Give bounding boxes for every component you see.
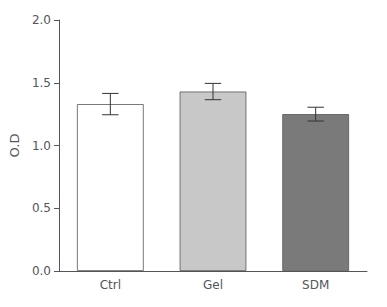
svg-text:O.D: O.D — [7, 134, 22, 158]
svg-text:0.0: 0.0 — [32, 264, 51, 278]
svg-text:2.0: 2.0 — [32, 13, 51, 27]
svg-text:1.0: 1.0 — [32, 139, 51, 153]
svg-text:SDM: SDM — [302, 278, 329, 292]
svg-text:Ctrl: Ctrl — [100, 278, 121, 292]
svg-text:1.5: 1.5 — [32, 76, 51, 90]
svg-text:Gel: Gel — [203, 278, 223, 292]
svg-text:0.5: 0.5 — [32, 201, 51, 215]
